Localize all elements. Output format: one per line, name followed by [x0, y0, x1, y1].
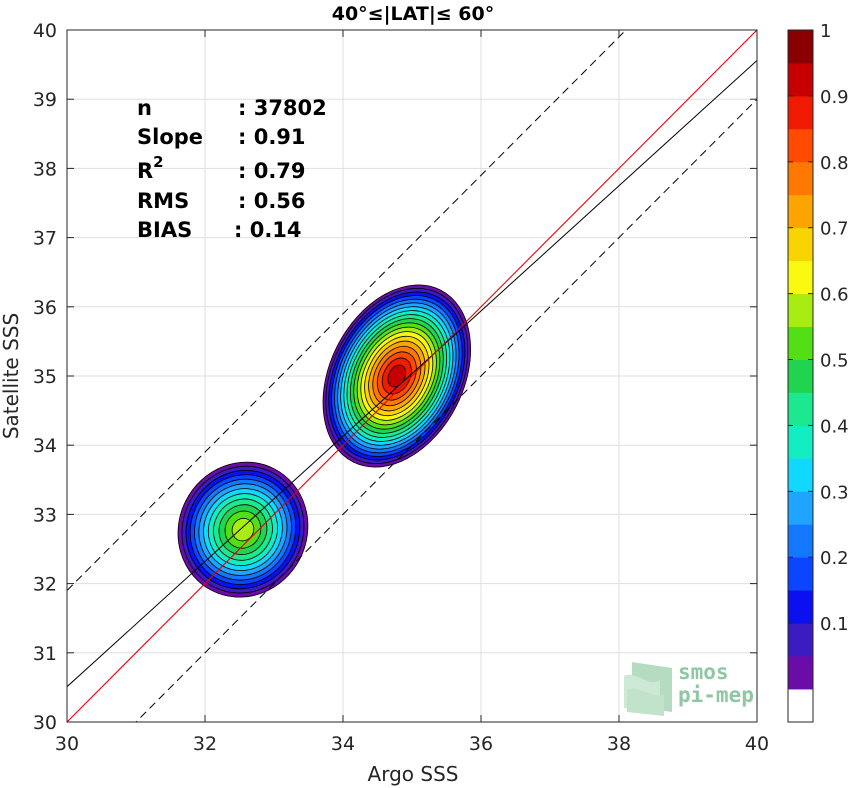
contour-level: [231, 517, 255, 542]
stat-r2-value: : 0.79: [238, 159, 306, 183]
logo-text-smos: smos: [678, 660, 729, 684]
y-tick-label: 33: [33, 504, 57, 526]
colorbar-segment: [788, 359, 813, 393]
y-tick-label: 38: [33, 158, 57, 180]
colorbar-segment: [788, 62, 813, 97]
colorbar-segment: [788, 590, 813, 624]
colorbar-segment: [788, 227, 813, 262]
colorbar-segment: [788, 425, 813, 459]
colorbar-segment: [788, 95, 813, 130]
stat-n-value: : 37802: [238, 96, 327, 120]
y-tick-label: 30: [33, 712, 57, 734]
stat-r2-base: R: [137, 159, 153, 183]
y-tick-label: 40: [33, 20, 57, 42]
colorbar-tick-label: 0.2: [820, 548, 849, 569]
y-axis-label: Satellite SSS: [0, 313, 23, 439]
stat-r2-sup: 2: [153, 153, 163, 171]
colorbar-segment: [788, 194, 813, 229]
x-tick-label: 38: [607, 733, 631, 755]
contour-level: [387, 364, 407, 388]
colorbar-segment: [788, 458, 813, 492]
colorbar-frame: [787, 29, 814, 723]
colorbar-segment: [788, 392, 813, 426]
stats-box: n : 37802 Slope : 0.91 R2 : 0.79 RMS : 0…: [137, 96, 327, 242]
colorbar-segment: [788, 623, 813, 657]
colorbar-tick-label: 0.6: [820, 285, 849, 306]
lower-bound-line: [135, 98, 757, 722]
colorbar-tick-label: 0.4: [820, 416, 849, 437]
colorbar-tick-label: 0.5: [820, 351, 849, 372]
x-tick-label: 32: [193, 733, 217, 755]
colorbar-tick-label: 0.8: [820, 153, 849, 174]
colorbar-tick-label: 0.1: [820, 614, 849, 635]
density-contours: [67, 30, 757, 722]
x-tick-label: 40: [745, 733, 769, 755]
colorbar-tick-label: 0.3: [820, 482, 849, 503]
stat-bias-label: BIAS: [137, 218, 192, 242]
plot-area: 30 32 34 36 38 40 30 31 32 33 34 35 36 37 38 39 40: [33, 20, 769, 755]
x-tick-label: 36: [469, 733, 493, 755]
stat-bias-value: : 0.14: [234, 218, 302, 242]
colorbar-segment: [788, 161, 813, 196]
colorbar-tick-label: 0.9: [820, 87, 849, 108]
fit-line: [67, 60, 757, 688]
y-tick-label: 31: [33, 643, 57, 665]
smos-pimep-logo: smos pi-mep: [624, 660, 754, 716]
y-tick-label: 37: [33, 228, 57, 250]
stat-r2-label: R2: [137, 153, 164, 183]
logo-waves-icon: [624, 662, 672, 716]
y-tick-label: 39: [33, 89, 57, 111]
one-to-one-line: [67, 30, 757, 722]
colorbar-segment: [788, 557, 813, 591]
colorbar-segment: [788, 689, 813, 723]
colorbar-segment: [788, 30, 813, 64]
stat-n-label: n: [137, 96, 152, 120]
colorbar-segment: [788, 491, 813, 525]
x-tick-label: 30: [55, 733, 79, 755]
colorbar-segment: [788, 293, 813, 327]
y-tick-label: 32: [33, 574, 57, 596]
stat-slope-label: Slope: [137, 125, 203, 149]
chart-title: 40°≤|LAT|≤ 60°: [332, 3, 495, 25]
stat-rms-label: RMS: [137, 189, 189, 213]
colorbar-tick-label: 1: [820, 21, 831, 42]
colorbar-segment: [788, 656, 813, 690]
upper-bound-line: [67, 30, 627, 591]
colorbar: 0.1 0.2 0.3 0.4 0.5 0.6 0.7 0.8 0.9 1: [787, 21, 849, 723]
colorbar-segment: [788, 326, 813, 360]
stat-slope-value: : 0.91: [238, 125, 306, 149]
colorbar-segment: [788, 128, 813, 163]
colorbar-segment: [788, 524, 813, 558]
logo-text-pimep: pi-mep: [678, 683, 754, 707]
colorbar-tick-label: 0.7: [820, 219, 849, 240]
y-tick-label: 34: [33, 435, 57, 457]
stat-rms-value: : 0.56: [238, 189, 306, 213]
colorbar-segment: [788, 260, 813, 295]
y-tick-label: 35: [33, 366, 57, 388]
y-tick-label: 36: [33, 297, 57, 319]
x-axis-label: Argo SSS: [368, 762, 459, 786]
x-tick-label: 34: [331, 733, 355, 755]
